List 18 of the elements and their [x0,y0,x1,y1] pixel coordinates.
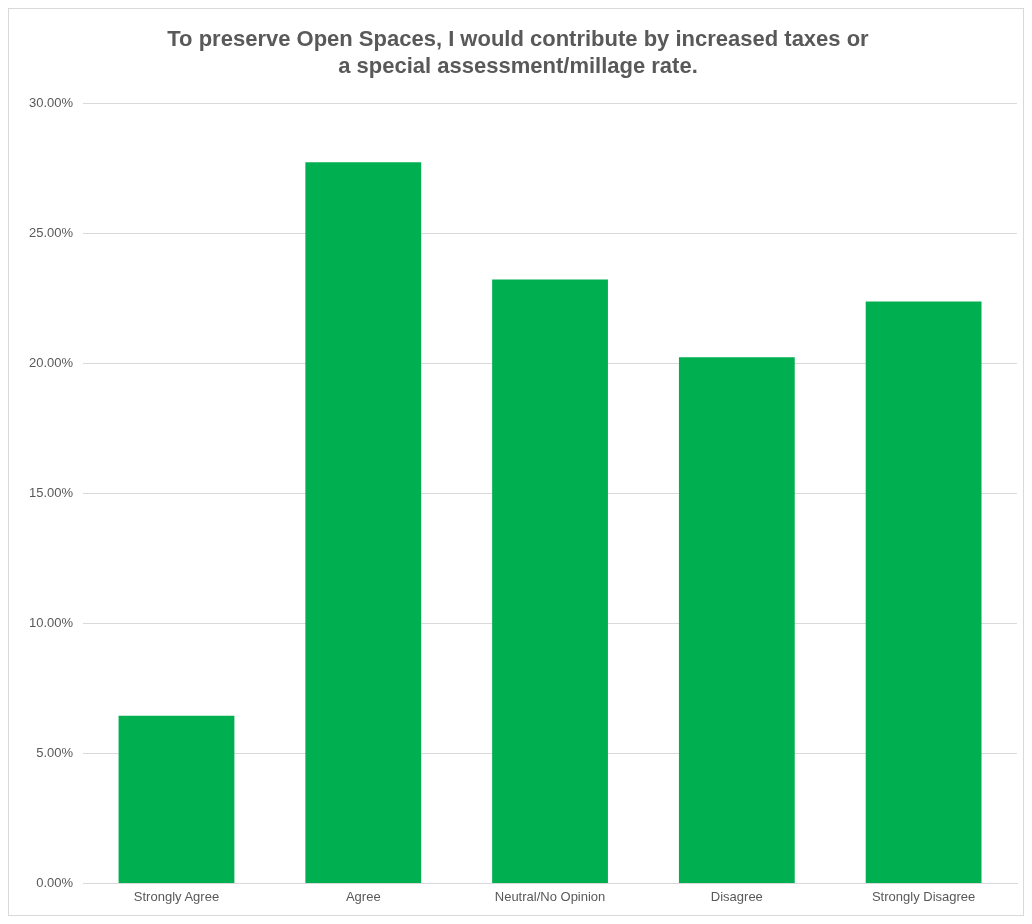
y-tick-label: 30.00% [29,95,74,111]
bar [865,301,982,883]
y-tick-label: 0.00% [36,874,74,890]
chart-title: To preserve Open Spaces, I would contribute by increased taxes or a special assessment/millage rate. [167,26,870,78]
x-tick-label: Neutral/No Opinion [494,888,606,904]
bar [118,715,235,883]
x-tick-label: Disagree [710,888,763,904]
y-tick-label: 20.00% [29,355,74,371]
bar [492,279,608,883]
x-tick-label: Strongly Agree [133,888,220,904]
y-tick-label: 5.00% [36,745,74,761]
x-tick-label: Strongly Disagree [871,888,976,904]
y-tick-label: 10.00% [29,615,74,631]
x-tick-label: Agree [345,888,381,904]
y-tick-label: 25.00% [29,225,74,241]
y-tick-label: 15.00% [29,485,74,501]
bar [305,162,422,883]
bar [678,357,795,883]
